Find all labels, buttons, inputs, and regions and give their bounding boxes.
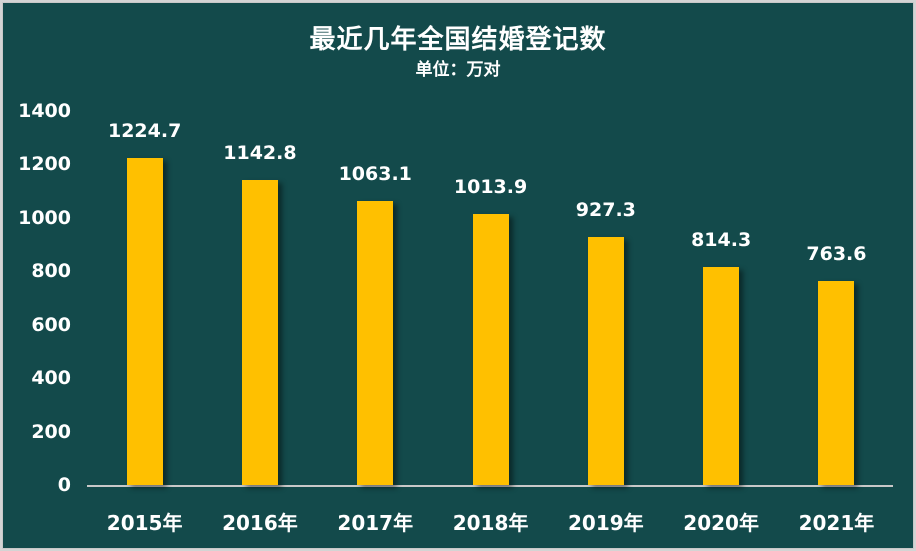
bar-2017年 xyxy=(357,201,394,485)
x-tick-label: 2016年 xyxy=(222,511,298,535)
y-tick-label: 400 xyxy=(31,367,71,390)
data-label: 763.6 xyxy=(806,243,867,265)
chart-title: 最近几年全国结婚登记数 xyxy=(309,25,607,55)
x-tick-label: 2018年 xyxy=(452,511,529,535)
data-label: 1013.9 xyxy=(453,176,528,199)
y-tick-label: 1000 xyxy=(18,206,71,229)
y-tick-label: 800 xyxy=(31,260,71,283)
bar-2015年 xyxy=(126,157,163,485)
x-axis-line xyxy=(87,485,893,487)
bar-2019年 xyxy=(587,237,624,485)
x-tick-label: 2019年 xyxy=(568,511,644,535)
y-tick-label: 1200 xyxy=(18,153,71,176)
data-label: 814.3 xyxy=(691,229,752,252)
x-tick-label: 2017年 xyxy=(337,511,414,535)
y-tick-label: 1400 xyxy=(18,100,71,122)
data-label: 1142.8 xyxy=(223,141,297,164)
x-tick-label: 2021年 xyxy=(798,511,875,535)
x-tick-label: 2020年 xyxy=(683,511,759,535)
y-tick-label: 600 xyxy=(31,313,71,336)
y-tick-label: 200 xyxy=(31,420,71,443)
bar-2021年 xyxy=(818,281,855,485)
y-tick-label: 0 xyxy=(57,474,71,496)
bar-2020年 xyxy=(703,267,740,485)
bar-2016年 xyxy=(241,179,278,485)
data-label: 927.3 xyxy=(575,199,636,222)
chart-subtitle: 单位：万对 xyxy=(415,60,501,80)
data-label: 1224.7 xyxy=(107,119,182,142)
x-tick-label: 2015年 xyxy=(106,511,183,535)
data-label: 1063.1 xyxy=(338,163,412,185)
bar-2018年 xyxy=(472,214,509,485)
